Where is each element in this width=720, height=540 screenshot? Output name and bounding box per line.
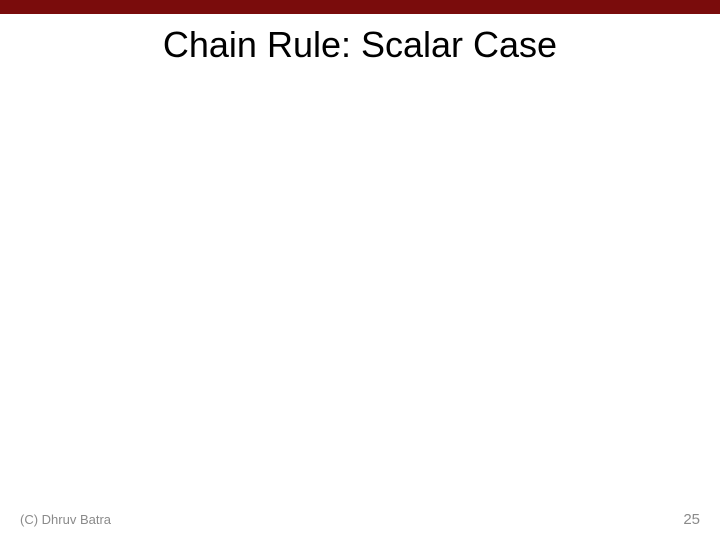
page-number: 25 (683, 511, 700, 528)
copyright-text: (C) Dhruv Batra (20, 512, 111, 527)
header-bar (0, 0, 720, 14)
slide-footer: (C) Dhruv Batra 25 (0, 511, 720, 528)
slide-title: Chain Rule: Scalar Case (0, 24, 720, 66)
